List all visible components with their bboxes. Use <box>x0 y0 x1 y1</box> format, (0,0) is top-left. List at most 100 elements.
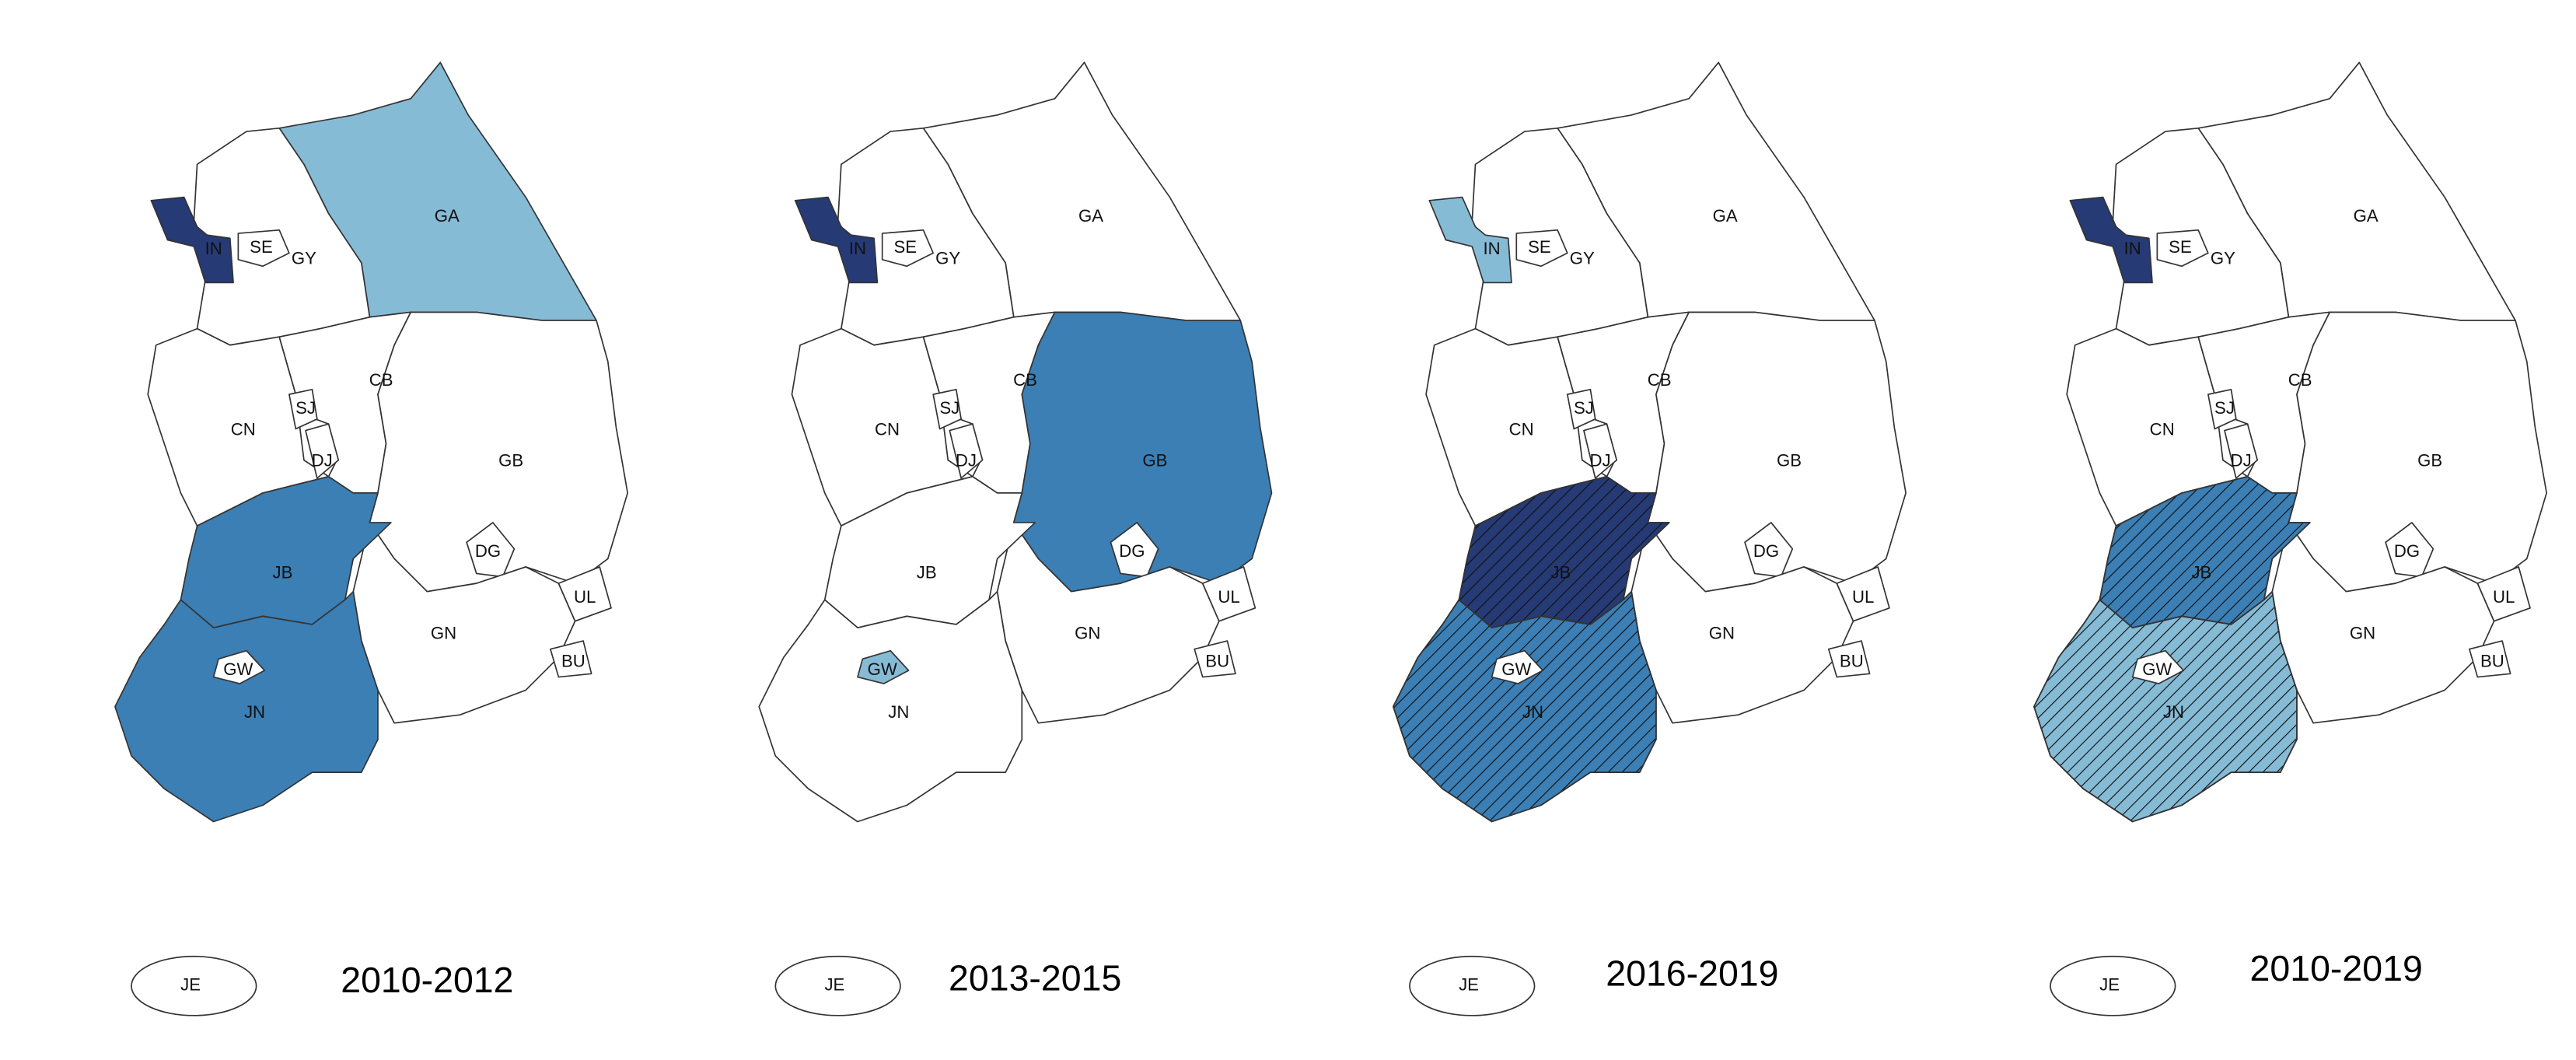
region-label: GY <box>1570 249 1595 268</box>
region-label: GB <box>1777 451 1802 471</box>
region <box>150 196 234 284</box>
region-label: JE <box>2099 975 2120 995</box>
panel-title: 2016-2019 <box>1606 953 1778 993</box>
region-label: GN <box>2350 623 2375 642</box>
region-label: JB <box>917 562 937 582</box>
region-label: DG <box>475 541 501 561</box>
region-label: GB <box>1142 451 1167 471</box>
panel-title: 2013-2015 <box>949 958 1121 999</box>
region-label: SE <box>893 237 917 257</box>
region-label: UL <box>2493 587 2515 607</box>
region <box>2476 566 2531 622</box>
region-label: GN <box>1709 623 1735 642</box>
region-label: BU <box>1205 651 1229 670</box>
region <box>2224 423 2259 479</box>
region-label: GW <box>868 659 897 679</box>
region-label: IN <box>2124 239 2141 258</box>
region-label: DJ <box>312 451 333 471</box>
region-label: JB <box>2191 562 2211 582</box>
region-label: GA <box>435 206 460 226</box>
region <box>1201 566 1257 622</box>
region-label: CN <box>231 419 256 439</box>
region <box>2069 196 2153 284</box>
region-label: GW <box>223 659 253 679</box>
region <box>114 590 379 823</box>
region <box>2207 388 2237 430</box>
region <box>1583 423 1618 479</box>
region <box>2385 522 2434 578</box>
region-label: BU <box>561 651 585 670</box>
region-label: UL <box>1218 587 1239 607</box>
region <box>557 566 612 622</box>
map-panel: GA GY IN SE CN CB SJ DJ GB DG GN UL BU JB JN GW JE 2016-2… <box>1392 61 1907 1016</box>
region-label: SJ <box>1574 398 1594 418</box>
region-label: SE <box>250 237 273 257</box>
region-hatch <box>1392 590 1657 823</box>
region <box>288 388 318 430</box>
region-label: GA <box>1078 206 1103 226</box>
region-label: DG <box>1753 541 1779 561</box>
region-label: CN <box>2150 419 2175 439</box>
region-label: GA <box>1713 206 1738 226</box>
panel-title: 2010-2019 <box>2250 948 2423 988</box>
region-label: JE <box>824 975 844 995</box>
region <box>774 955 901 1016</box>
region-label: JN <box>1522 702 1543 722</box>
region <box>131 955 257 1016</box>
region <box>857 649 910 684</box>
region-label: DG <box>1119 541 1145 561</box>
region <box>932 388 962 430</box>
region-label: JN <box>244 702 265 722</box>
region-label: UL <box>1852 587 1874 607</box>
region-label: GY <box>935 249 960 268</box>
region-label: JE <box>180 975 201 995</box>
region <box>2468 640 2511 678</box>
region <box>1409 955 1536 1016</box>
region-label: CN <box>1509 419 1534 439</box>
region <box>1491 649 1543 684</box>
region-label: GN <box>431 623 456 642</box>
region-label: GY <box>2211 249 2235 268</box>
region <box>550 640 592 678</box>
region <box>1744 522 1794 578</box>
region-label: DJ <box>1590 451 1611 471</box>
region <box>1836 566 1890 622</box>
region <box>794 196 879 284</box>
region-label: JB <box>272 562 292 582</box>
region-label: CB <box>2288 370 2312 390</box>
region <box>1194 640 1236 678</box>
region <box>2156 229 2209 268</box>
region-label: SE <box>2169 237 2192 257</box>
map-panel: GA GY IN SE CN CB SJ DJ GB DG GN UL BU JB JN GW JE 2013-2… <box>758 61 1273 1016</box>
region-label: BU <box>1840 651 1864 670</box>
region <box>1566 388 1596 430</box>
region-label: SJ <box>295 398 316 418</box>
region <box>1110 522 1159 578</box>
region-label: GW <box>1501 659 1531 679</box>
region-label: GW <box>2142 659 2172 679</box>
region <box>1827 640 1871 678</box>
region <box>881 229 935 268</box>
map-panel: GA GY IN SE CN CB SJ DJ GB DG GN UL BU JB JN GW JE 2010-2… <box>2033 61 2547 1016</box>
region-label: JN <box>888 702 909 722</box>
region-label: CN <box>875 419 900 439</box>
region <box>237 229 290 268</box>
region <box>2050 955 2176 1016</box>
region-label: IN <box>1484 239 1501 258</box>
region-label: GN <box>1075 623 1100 642</box>
region-label: JE <box>1459 975 1479 995</box>
region-label: GA <box>2354 206 2379 226</box>
region-label: CB <box>1013 370 1037 390</box>
region-label: DJ <box>956 451 977 471</box>
panel-title: 2010-2012 <box>341 960 513 1000</box>
region-label: CB <box>1648 370 1672 390</box>
region <box>2131 649 2185 684</box>
region-label: DG <box>2394 541 2420 561</box>
region <box>466 522 516 578</box>
region-label: DJ <box>2231 451 2252 471</box>
region-label: SE <box>1528 237 1551 257</box>
region <box>305 423 340 479</box>
region-label: IN <box>205 239 222 258</box>
